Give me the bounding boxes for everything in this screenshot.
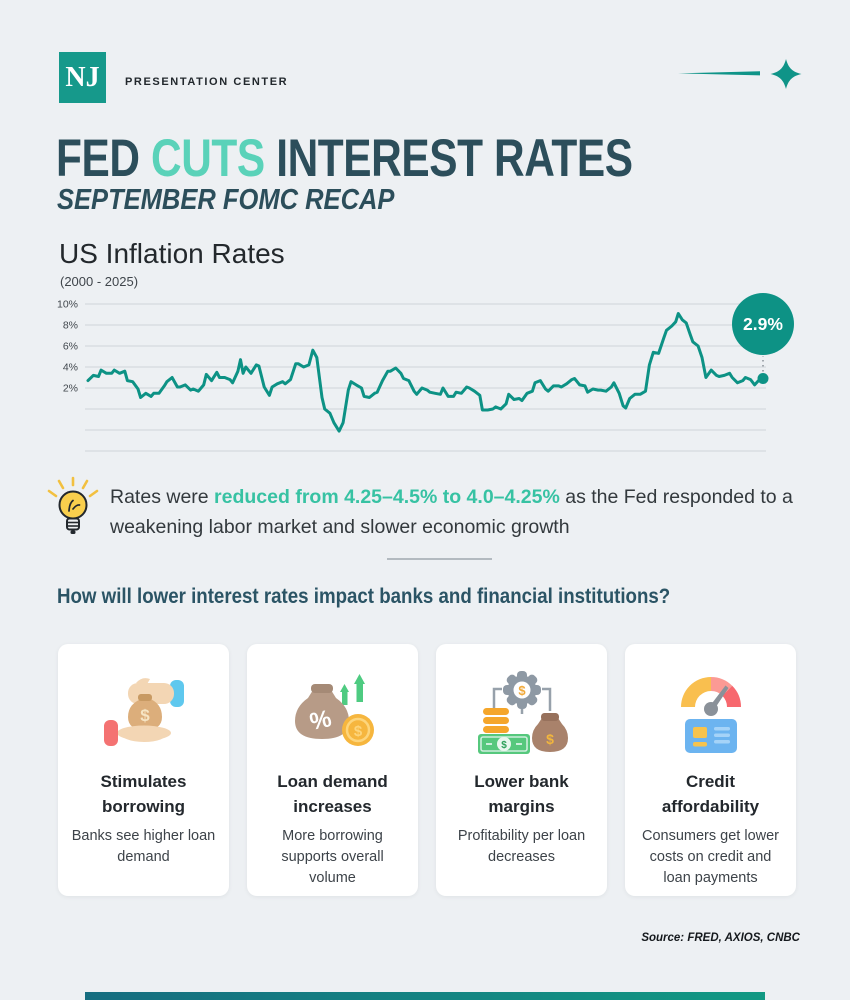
callout-text: Rates were	[110, 486, 215, 508]
title-segment: FED	[56, 129, 151, 188]
card-credit-affordability: Credit affordability Consumers get lower…	[625, 644, 796, 896]
y-axis-tick-label: 8%	[63, 320, 78, 332]
callout-highlight: reduced from 4.25–4.5% to 4.0–4.25%	[214, 486, 560, 508]
page-title: FED CUTS INTEREST RATES	[56, 128, 633, 189]
page-subtitle: SEPTEMBER FOMC RECAP	[57, 184, 395, 216]
svg-text:$: $	[501, 740, 507, 751]
nj-logo-text: NJ	[65, 61, 100, 93]
title-highlight: CUTS	[150, 129, 265, 188]
callout-text: as the Fed responded to a weakening labo…	[110, 486, 793, 538]
y-axis-tick-label: 6%	[63, 341, 78, 353]
section-divider	[387, 558, 492, 560]
svg-text:$: $	[546, 731, 554, 747]
card-title: Stimulates borrowing	[100, 772, 187, 816]
money-sack-growth-arrows-coin-icon: % $	[285, 662, 381, 762]
card-lower-bank-margins: $ $ $ Lower bank mar	[436, 644, 607, 896]
svg-text:$: $	[353, 723, 362, 740]
brand-label: PRESENTATION CENTER	[125, 76, 289, 88]
source-attribution: Source: FRED, AXIOS, CNBC	[641, 932, 800, 944]
current-rate-badge	[732, 293, 794, 355]
svg-text:$: $	[140, 706, 150, 725]
title-segment: INTEREST RATES	[264, 129, 633, 188]
y-axis-tick-label: 10%	[57, 299, 78, 311]
card-body: Banks see higher loan demand	[71, 828, 216, 866]
card-loan-demand-increases: % $ Loan demand increases More borrowing…	[247, 644, 418, 896]
chart-range-label: (2000 - 2025)	[60, 274, 139, 289]
impact-cards-row: $ Stimulates borrowing Banks see higher …	[58, 644, 796, 896]
nj-logo: NJ	[59, 52, 106, 103]
chart-title: US Inflation Rates	[59, 238, 285, 269]
y-axis-tick-label: 2%	[63, 383, 78, 395]
lightbulb-icon	[47, 476, 99, 534]
sparkle-line-icon	[678, 59, 802, 89]
card-body: Consumers get lower costs on credit and …	[642, 828, 779, 887]
card-body: More borrowing supports overall volume	[281, 828, 384, 887]
footer-accent-bar	[85, 992, 765, 1000]
gauge-credit-card-icon	[663, 662, 759, 762]
line-end-dot	[757, 373, 769, 384]
hand-receiving-money-bag-icon: $	[96, 662, 192, 762]
section-heading: How will lower interest rates impact ban…	[57, 584, 671, 608]
y-axis-tick-label: 4%	[63, 362, 78, 374]
card-stimulates-borrowing: $ Stimulates borrowing Banks see higher …	[58, 644, 229, 896]
gear-money-flow-icon: $ $ $	[474, 662, 570, 762]
card-title: Credit affordability	[661, 772, 760, 816]
card-title: Loan demand increases	[277, 772, 388, 816]
inflation-line-chart: 10% 8% 6% 4% 2% 2.9%	[57, 293, 794, 452]
card-body: Profitability per loan decreases	[457, 828, 586, 866]
current-rate-badge-label: 2.9%	[743, 314, 783, 334]
svg-text:$: $	[518, 683, 526, 698]
card-title: Lower bank margins	[474, 772, 569, 816]
inflation-line	[86, 312, 765, 433]
rate-cut-callout: Rates were reduced from 4.25–4.5% to 4.0…	[110, 482, 810, 542]
